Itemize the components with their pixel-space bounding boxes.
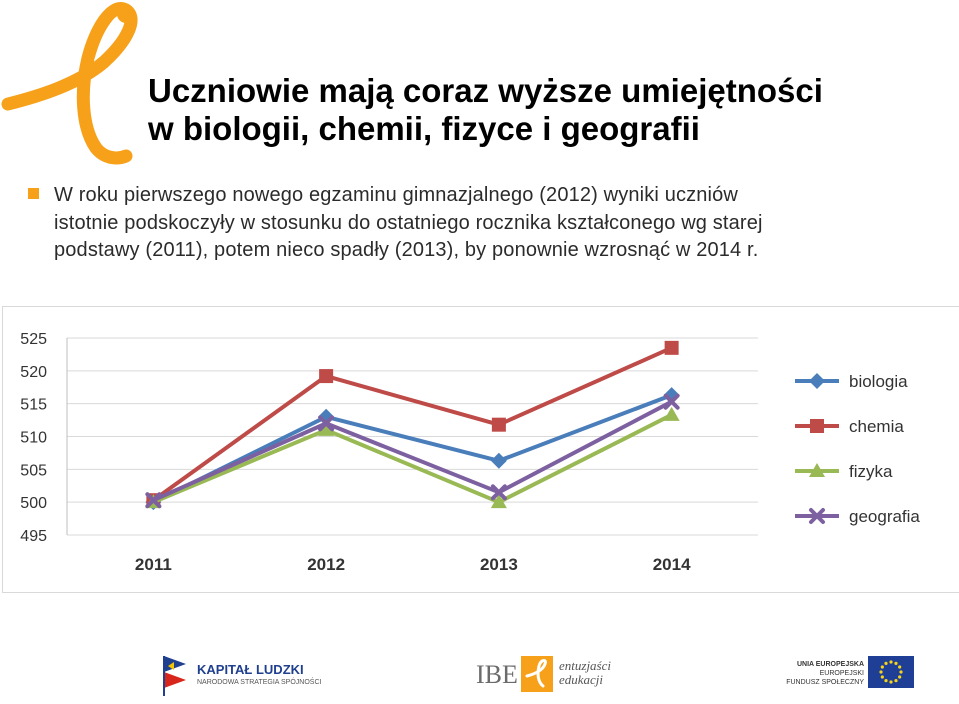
data-point-chemia bbox=[664, 340, 679, 355]
ibe-tagline: entuzjaści edukacji bbox=[559, 659, 611, 687]
bullet-text: W roku pierwszego nowego egzaminu gimnaz… bbox=[54, 182, 943, 265]
eu-star bbox=[898, 665, 902, 669]
bullet-line-2: istotnie podskoczyły w stosunku do ostat… bbox=[54, 211, 763, 234]
ibe-tagline-2: edukacji bbox=[559, 672, 604, 687]
kapital-ludzki-title: KAPITAŁ LUDZKI bbox=[197, 662, 304, 677]
y-tick-label: 510 bbox=[20, 430, 47, 447]
y-tick-label: 500 bbox=[20, 495, 47, 512]
data-point-geografia bbox=[663, 393, 680, 410]
legend-marker-biologia bbox=[809, 373, 825, 389]
legend-label-biologia: biologia bbox=[849, 372, 908, 391]
eu-line-2: EUROPEJSKI bbox=[819, 670, 864, 677]
eu-text: UNIA EUROPEJSKA EUROPEJSKI FUNDUSZ SPOŁE… bbox=[760, 660, 864, 687]
eu-star bbox=[889, 680, 893, 684]
y-tick-label: 495 bbox=[20, 528, 47, 545]
eu-star bbox=[879, 670, 883, 674]
x-tick-label: 2012 bbox=[307, 555, 345, 574]
eu-star bbox=[894, 679, 898, 683]
eu-star bbox=[884, 679, 888, 683]
legend-marker-geografia bbox=[809, 508, 825, 524]
y-tick-label: 505 bbox=[20, 462, 47, 479]
kapital-ludzki-flag-icon bbox=[163, 656, 186, 696]
y-tick-label: 525 bbox=[20, 331, 47, 348]
data-point-biologia bbox=[663, 387, 680, 404]
slide-title: Uczniowie mają coraz wyższe umiejętności… bbox=[148, 72, 823, 148]
legend-label-chemia: chemia bbox=[849, 417, 904, 436]
eu-star bbox=[898, 675, 902, 679]
eu-star bbox=[884, 661, 888, 665]
eu-flag-icon bbox=[868, 656, 914, 688]
chart-container: 495 500 505 510 515 520 525 2011 2012 2013 2014 bio… bbox=[2, 306, 959, 593]
series-line-chemia bbox=[152, 346, 673, 502]
title-line-2: w biologii, chemii, fizyce i geografii bbox=[148, 110, 700, 147]
eu-star bbox=[880, 675, 884, 679]
bullet-line-1: W roku pierwszego nowego egzaminu gimnaz… bbox=[54, 184, 739, 206]
data-point-chemia bbox=[491, 417, 506, 432]
legend-label-fizyka: fizyka bbox=[849, 462, 893, 481]
data-point-geografia bbox=[318, 415, 335, 432]
eu-star bbox=[880, 665, 884, 669]
footer-logos: KAPITAŁ LUDZKI NARODOWA STRATEGIA SPÓJNO… bbox=[0, 640, 959, 704]
eu-star bbox=[899, 670, 903, 674]
series-line-geografia bbox=[152, 399, 673, 503]
ibe-tagline-1: entuzjaści bbox=[559, 658, 611, 673]
legend-marker-chemia bbox=[810, 419, 824, 433]
eu-line-1: UNIA EUROPEJSKA bbox=[796, 661, 864, 668]
y-tick-label: 515 bbox=[20, 397, 47, 414]
y-tick-label: 520 bbox=[20, 364, 47, 381]
line-chart: 495 500 505 510 515 520 525 2011 2012 2013 2014 bio… bbox=[20, 331, 920, 574]
ibe-e-logo bbox=[1, 2, 138, 165]
bullet-line-3: podstawy (2011), potem nieco spadły (201… bbox=[54, 239, 759, 261]
x-tick-label: 2011 bbox=[135, 555, 172, 574]
data-point-biologia bbox=[490, 452, 507, 469]
data-point-fizyka bbox=[663, 406, 680, 421]
legend-marker-fizyka bbox=[809, 463, 825, 477]
ibe-e-small-icon bbox=[521, 656, 553, 692]
eu-line-3: FUNDUSZ SPOŁECZNY bbox=[786, 679, 864, 686]
eu-star bbox=[894, 661, 898, 665]
series-line-fizyka bbox=[152, 413, 673, 505]
data-point-geografia bbox=[490, 484, 507, 501]
data-point-fizyka bbox=[318, 421, 335, 436]
data-point-geografia bbox=[145, 492, 162, 509]
data-point-chemia bbox=[319, 369, 334, 384]
series-line-biologia bbox=[152, 393, 673, 504]
data-point-fizyka bbox=[490, 494, 507, 509]
ibe-logo-text: IBE bbox=[476, 660, 518, 689]
title-line-1: Uczniowie mają coraz wyższe umiejętności bbox=[148, 72, 823, 109]
legend-label-geografia: geografia bbox=[849, 507, 920, 526]
x-tick-label: 2014 bbox=[653, 555, 691, 574]
eu-star bbox=[889, 660, 893, 664]
bullet-square-icon bbox=[28, 188, 39, 199]
bullet-point: W roku pierwszego nowego egzaminu gimnaz… bbox=[28, 182, 943, 265]
x-tick-label: 2013 bbox=[480, 555, 518, 574]
kapital-ludzki-subtitle: NARODOWA STRATEGIA SPÓJNOŚCI bbox=[197, 679, 322, 686]
